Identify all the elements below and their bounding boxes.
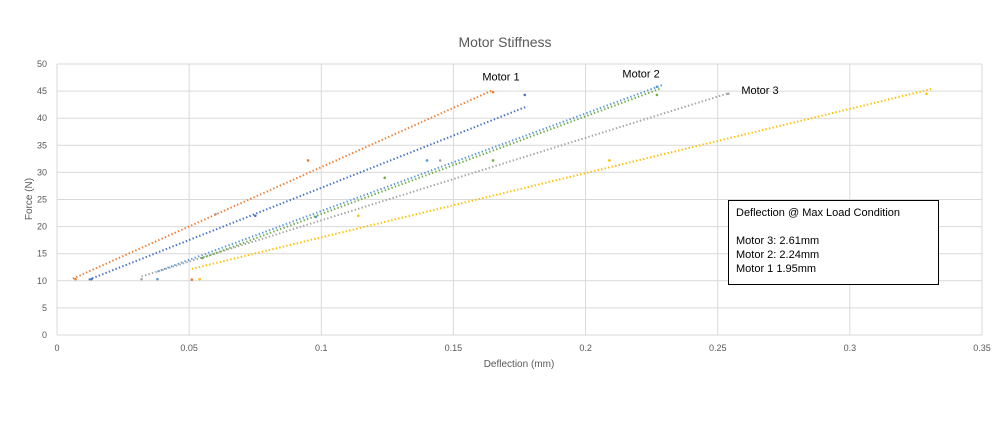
x-tick-label: 0.05 bbox=[180, 343, 198, 353]
x-axis-title: Deflection (mm) bbox=[484, 359, 555, 370]
y-tick-label: 30 bbox=[37, 167, 47, 177]
y-tick-label: 20 bbox=[37, 222, 47, 232]
trendline-series-1 bbox=[88, 105, 528, 281]
data-point-series-3 bbox=[726, 92, 730, 96]
x-tick-label: 0.35 bbox=[973, 343, 991, 353]
annotation-line-motor-3: Motor 3: 2.61mm bbox=[736, 235, 820, 247]
data-point-series-2 bbox=[190, 278, 194, 282]
y-tick-label: 5 bbox=[42, 303, 47, 313]
data-point-series-3 bbox=[438, 159, 442, 162]
y-tick-label: 35 bbox=[37, 140, 47, 150]
data-point-series-5 bbox=[655, 85, 659, 89]
x-tick-label: 0.1 bbox=[315, 343, 328, 353]
y-tick-label: 25 bbox=[37, 195, 47, 205]
y-tick-label: 50 bbox=[37, 59, 47, 69]
y-tick-label: 15 bbox=[37, 249, 47, 259]
y-tick-label: 0 bbox=[42, 330, 47, 340]
trendlines bbox=[72, 84, 933, 281]
data-point-series-1 bbox=[523, 93, 527, 97]
y-tick-label: 45 bbox=[37, 86, 47, 96]
trendline-series-2 bbox=[72, 89, 494, 280]
data-point-series-2 bbox=[306, 159, 310, 162]
trendline-series-3 bbox=[141, 92, 729, 278]
data-point-series-5 bbox=[314, 215, 318, 219]
data-points bbox=[74, 85, 928, 282]
tick-labels: 0 0.05 0.1 0.15 0.2 0.25 0.3 0.35 0 5 10 15 20 25 30 35… bbox=[37, 59, 991, 353]
data-point-series-2 bbox=[491, 90, 495, 94]
annotation-line-motor-2: Motor 2: 2.24mm bbox=[736, 249, 820, 261]
y-axis-title: Force (N) bbox=[24, 178, 35, 220]
series-label-1: Motor 1 bbox=[482, 71, 519, 83]
data-point-series-3 bbox=[140, 277, 143, 281]
x-tick-label: 0.25 bbox=[709, 343, 727, 353]
annotation-line-motor-1: Motor 1 1.95mm bbox=[736, 263, 817, 275]
annotation-spacer bbox=[736, 220, 931, 234]
data-point-series-3 bbox=[214, 212, 217, 216]
data-point-series-6 bbox=[491, 159, 495, 162]
data-point-series-1 bbox=[253, 214, 257, 218]
y-tick-label: 10 bbox=[37, 276, 47, 286]
series-label-3: Motor 3 bbox=[741, 85, 778, 97]
data-point-series-4 bbox=[925, 92, 928, 96]
trendline-series-4 bbox=[191, 87, 933, 270]
data-point-series-6 bbox=[201, 256, 204, 260]
data-point-series-4 bbox=[198, 277, 202, 281]
annotation-title: Deflection @ Max Load Condition bbox=[736, 207, 901, 219]
x-tick-label: 0.2 bbox=[579, 343, 592, 353]
data-point-series-5 bbox=[156, 277, 159, 281]
trendline-series-5 bbox=[157, 84, 663, 273]
trendline-series-6 bbox=[202, 87, 660, 259]
x-tick-label: 0 bbox=[54, 343, 59, 353]
data-point-series-4 bbox=[608, 159, 611, 162]
data-point-series-6 bbox=[383, 176, 387, 180]
x-tick-label: 0.3 bbox=[844, 343, 857, 353]
data-point-series-4 bbox=[356, 214, 360, 218]
deflection-annotation-box: Deflection @ Max Load Condition Motor 3:… bbox=[728, 200, 939, 285]
data-point-series-5 bbox=[425, 159, 429, 162]
series-label-2: Motor 2 bbox=[622, 69, 659, 81]
data-point-series-2 bbox=[74, 277, 77, 281]
chart-title: Motor Stiffness bbox=[458, 34, 551, 50]
data-point-series-6 bbox=[655, 93, 659, 97]
x-tick-label: 0.15 bbox=[445, 343, 463, 353]
y-tick-label: 40 bbox=[37, 113, 47, 123]
series-labels: Motor 1 Motor 2 Motor 3 bbox=[482, 69, 778, 97]
data-point-series-1 bbox=[90, 277, 93, 281]
